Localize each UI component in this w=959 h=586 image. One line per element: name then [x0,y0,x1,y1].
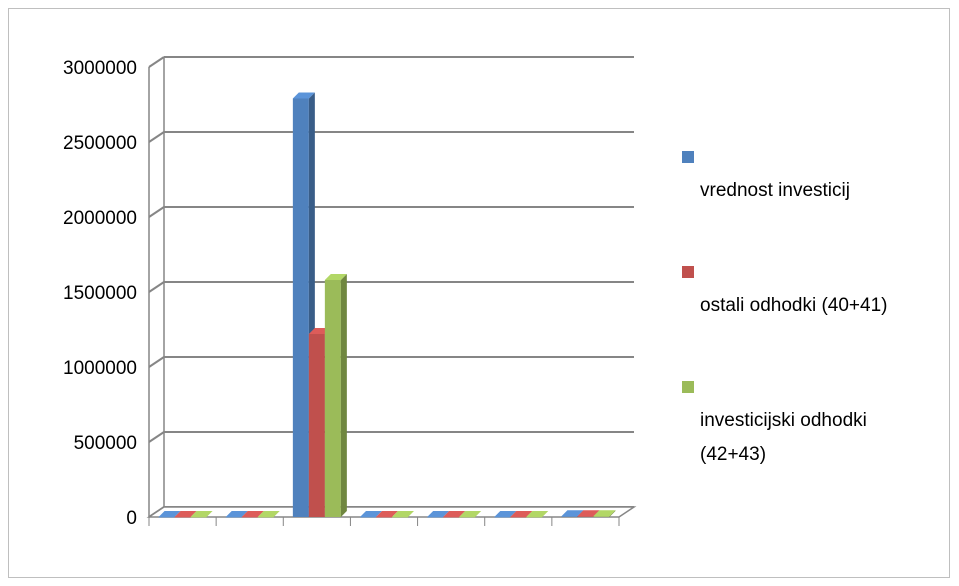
bar [257,517,274,518]
chart-frame: 0 500000 1000000 1500000 2000000 2500000 30000… [8,8,950,578]
gridline-side [148,431,165,443]
legend-swatch [682,151,694,163]
bar [526,517,543,518]
legend-entry-label: investicijski odhodki [700,410,867,431]
gridline-side [148,56,165,68]
legend-entry-label: (42+43) [700,444,766,465]
bar-top [427,511,450,517]
bar [577,516,594,517]
gridline-side [148,206,165,218]
bar-top [526,511,549,517]
bar-top [459,511,482,517]
y-tick-label: 2500000 [63,133,137,154]
y-tick-label: 1000000 [63,358,137,379]
legend-swatch [682,266,694,278]
bar [427,517,444,518]
bar-top [257,511,280,517]
bar [308,334,325,517]
bar [324,280,341,517]
bar-top [241,511,264,517]
legend-swatch [682,381,694,393]
bar [292,98,309,517]
gridline-side [148,356,165,368]
bar-top [190,511,213,517]
bar-top [225,511,248,517]
bar [190,517,207,518]
bar-top [443,511,466,517]
bar [174,517,191,518]
bar-chart: 0 500000 1000000 1500000 2000000 2500000 30000… [63,56,888,529]
y-tick-label: 500000 [74,433,137,454]
bar-top [376,511,398,517]
bar [376,517,392,518]
bar [225,517,242,518]
gridline-side [148,131,165,143]
bar-top [494,511,517,517]
bar [494,517,511,518]
bar-side [609,510,616,517]
gridline-side [148,281,165,293]
bar [561,516,578,517]
bar [158,517,175,518]
bar-top [158,511,181,517]
y-tick-label: 0 [126,508,137,529]
bar [360,517,376,518]
bar [241,517,258,518]
bar [459,517,476,518]
y-tick-label: 3000000 [63,58,137,79]
bar [593,516,610,517]
bar-side [340,274,347,517]
legend-entry-label: vrednost investicij [700,180,850,201]
bar-top [174,511,197,517]
y-tick-label: 1500000 [63,283,137,304]
bar-top [561,510,584,517]
bar-top [577,510,600,517]
bar-top [292,92,315,99]
bar [392,517,408,518]
bar-top [360,511,382,517]
legend-entry-label: ostali odhodki (40+41) [700,295,888,316]
bar-top [392,511,414,517]
bar [443,517,460,518]
bar-top [510,511,533,517]
bar-top [593,510,616,517]
bar [510,517,527,518]
y-tick-label: 2000000 [63,208,137,229]
bar-top [324,274,347,280]
